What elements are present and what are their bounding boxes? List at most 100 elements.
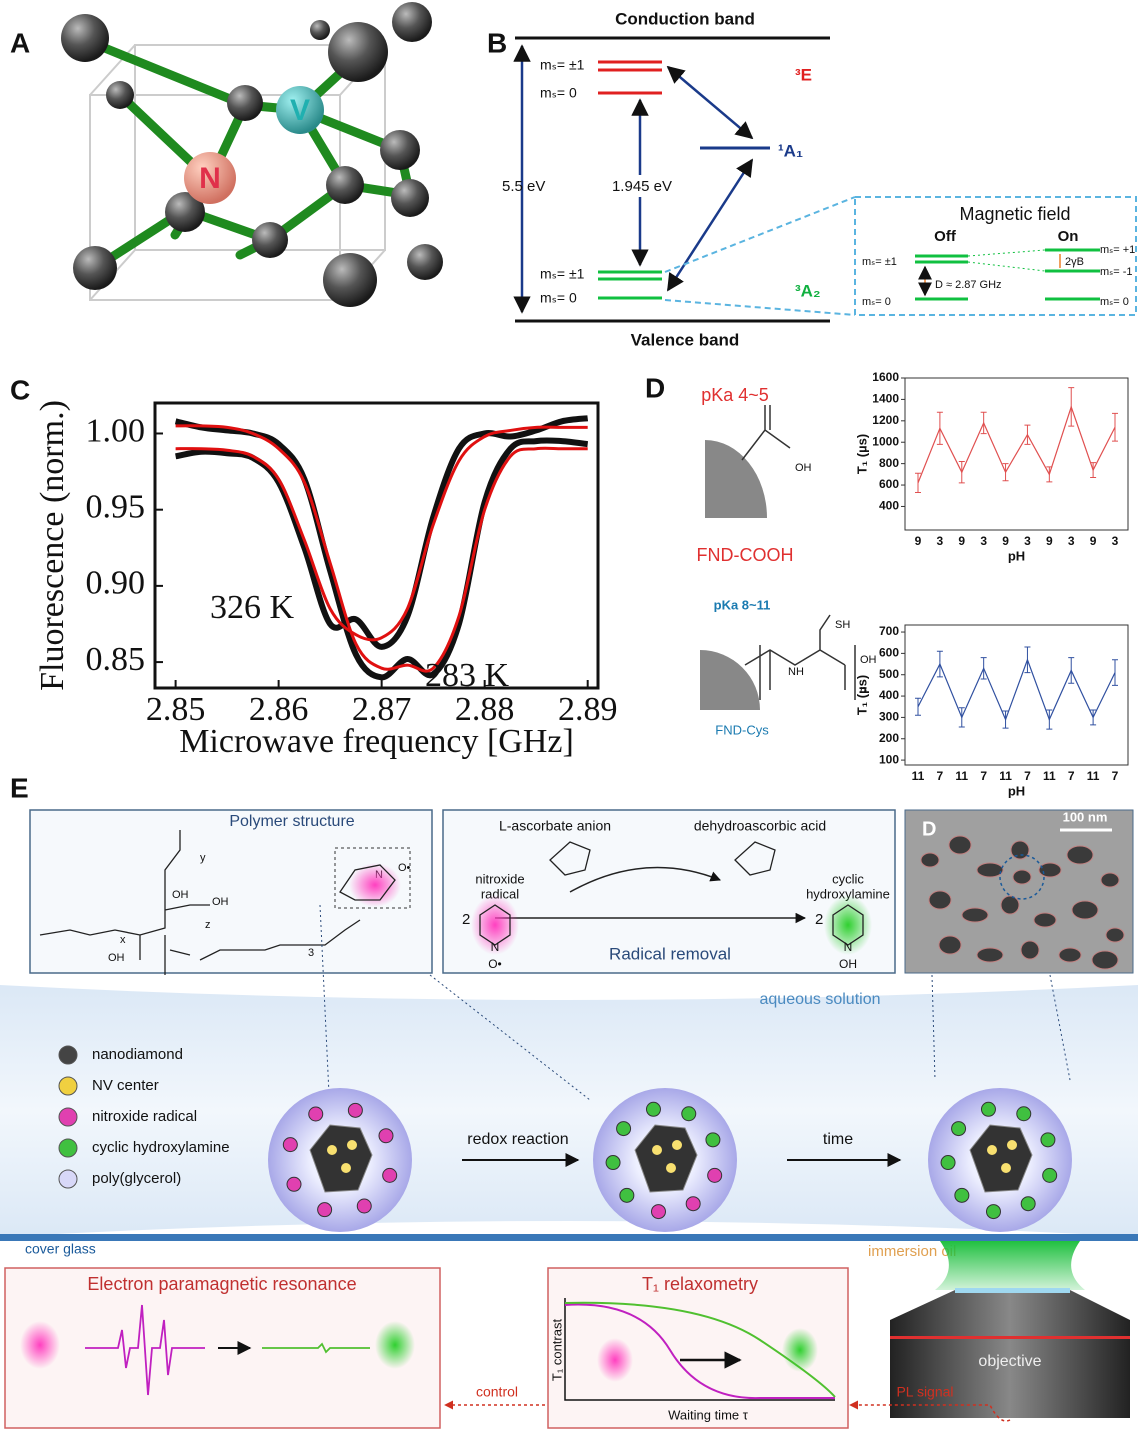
x-tick-label: 3	[980, 534, 987, 548]
substrate-label: cover glass	[25, 1241, 96, 1257]
particle	[1092, 951, 1118, 969]
error-bar	[959, 461, 965, 482]
energy-label: 5.5 eV	[502, 178, 545, 195]
y-tick-label: 400	[879, 688, 899, 702]
legend-label: cyclic hydroxylamine	[92, 1139, 230, 1156]
nv-center	[666, 1163, 676, 1173]
scale-label: 100 nm	[1063, 809, 1108, 824]
x-tick-label: 3	[1112, 534, 1119, 548]
atom-label: y	[200, 852, 206, 864]
hydroxylamine	[617, 1122, 631, 1136]
lattice: N V	[61, 2, 443, 307]
atom-label: O•	[398, 862, 411, 874]
y-tick-label: 0.90	[86, 565, 146, 602]
medium-label: aqueous solution	[760, 991, 881, 1008]
legend-icon	[59, 1077, 77, 1095]
atom-label: OH	[108, 952, 125, 964]
particle	[1011, 841, 1029, 859]
energy-diagram: Conduction band Valence band 5.5 eV mₛ= …	[502, 9, 1136, 349]
error-bar	[959, 708, 965, 727]
x-axis-title: pH	[1008, 783, 1025, 798]
sublevel-label: mₛ= 0	[862, 296, 891, 308]
inset-title: Magnetic field	[959, 204, 1070, 224]
molecule-label: cyclic	[832, 871, 864, 886]
axis-label: Waiting time τ	[668, 1407, 749, 1422]
y-tick-label: 200	[879, 731, 899, 745]
x-tick-label: 9	[958, 534, 965, 548]
objective-label: objective	[978, 1353, 1041, 1370]
sublevel-label: mₛ= 0	[1100, 296, 1129, 308]
x-tick-label: 7	[937, 769, 944, 783]
legend-label: NV center	[92, 1077, 159, 1094]
y-tick-label: 800	[879, 456, 899, 470]
legend-label: nanodiamond	[92, 1046, 183, 1063]
particle	[1021, 941, 1039, 959]
particle	[921, 853, 939, 867]
y-tick-label: 500	[879, 667, 899, 681]
hydroxylamine	[952, 1122, 966, 1136]
y-tick-label: 1.00	[86, 412, 146, 449]
hydroxylamine	[606, 1156, 620, 1170]
radical	[379, 1129, 393, 1143]
y-tick-label: 0.95	[86, 488, 146, 525]
energy-label: 1.945 eV	[612, 178, 672, 195]
hydroxylamine	[706, 1133, 720, 1147]
arrow-label: PL signal	[896, 1384, 953, 1400]
nv-center	[987, 1145, 997, 1155]
box-title: Radical removal	[609, 944, 731, 963]
radical	[283, 1138, 297, 1152]
x-tick-label: 11	[1043, 769, 1056, 783]
particle	[949, 836, 971, 854]
particle	[1001, 896, 1019, 914]
sublevel-label: mₛ= ±1	[862, 256, 897, 268]
arrow-label: control	[476, 1384, 518, 1400]
figure: A B C D E N V Conduction band Valence ba…	[0, 0, 1138, 1429]
legend-icon	[59, 1046, 77, 1064]
axis-label: T₁ contrast	[549, 1319, 564, 1382]
radical	[357, 1199, 371, 1213]
legend-icon	[59, 1170, 77, 1188]
radical	[348, 1103, 362, 1117]
atom-label: N	[491, 940, 500, 954]
hydroxylamine	[981, 1102, 995, 1116]
x-tick-label: 9	[1090, 534, 1097, 548]
nv-center	[347, 1140, 357, 1150]
x-tick-label: 9	[1002, 534, 1009, 548]
radical	[708, 1168, 722, 1182]
coefficient: 2	[462, 911, 470, 928]
sublevel-label: mₛ= -1	[1100, 266, 1133, 278]
nv-center	[672, 1140, 682, 1150]
atom-label: x	[120, 934, 126, 946]
radical	[651, 1205, 665, 1219]
band-label: Conduction band	[615, 9, 755, 28]
radical	[309, 1107, 323, 1121]
x-tick-label: 3	[937, 534, 944, 548]
atom-label: N	[199, 162, 221, 195]
particle	[1101, 873, 1119, 887]
annotation: 283 K	[425, 657, 510, 694]
atom-label: OH	[839, 957, 857, 971]
sublevel-label: mₛ= 0	[540, 290, 577, 306]
hydroxylamine	[986, 1205, 1000, 1219]
y-tick-label: 600	[879, 646, 899, 660]
particle	[977, 863, 1003, 877]
hydroxylamine	[1017, 1107, 1031, 1121]
hydroxylamine	[941, 1156, 955, 1170]
micrograph-label: D	[922, 818, 936, 840]
sublevel-label: mₛ= 0	[540, 85, 577, 101]
y-tick-label: 400	[879, 499, 899, 513]
hydroxylamine	[646, 1102, 660, 1116]
y-tick-label: 1600	[872, 370, 899, 384]
error-bar	[1112, 413, 1118, 441]
atom-label: 3	[308, 947, 314, 959]
atom-label: SH	[835, 619, 850, 631]
error-bar	[1068, 658, 1074, 684]
y-tick-label: 300	[879, 710, 899, 724]
box-title: Polymer structure	[229, 813, 354, 830]
panel-label: B	[487, 27, 507, 58]
legend-icon	[59, 1108, 77, 1126]
x-tick-label: 9	[915, 534, 922, 548]
x-tick-label: 11	[999, 769, 1012, 783]
inset-label: Off	[934, 228, 957, 245]
error-bar	[915, 698, 921, 715]
